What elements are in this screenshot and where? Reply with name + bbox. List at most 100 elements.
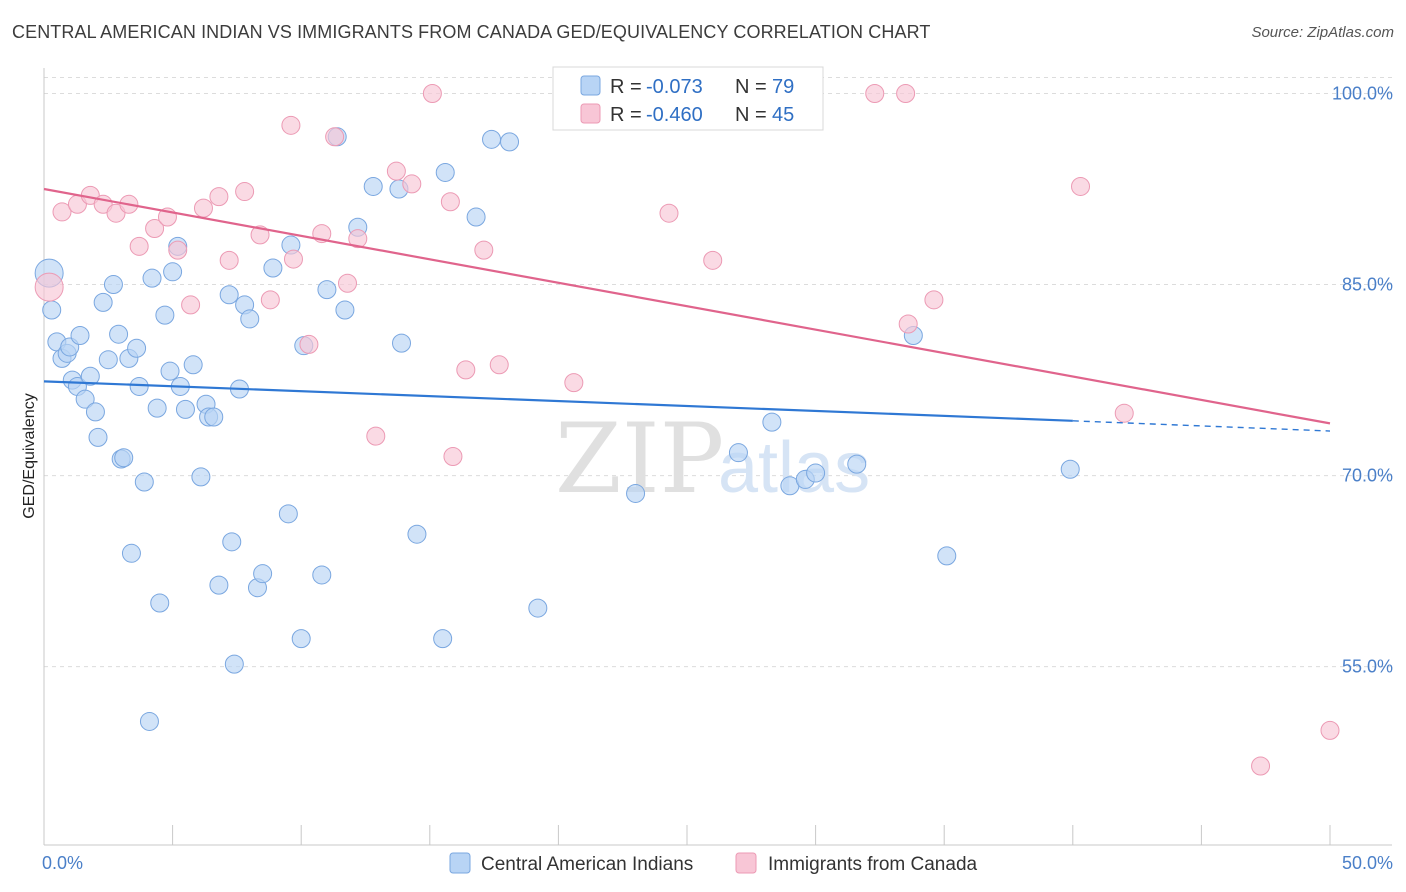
pink-point (1071, 176, 1091, 196)
pink-point (456, 360, 476, 380)
watermark: ZIP atlas (555, 403, 870, 515)
x-tick-label-min: 0.0% (42, 853, 83, 873)
blue-point (121, 543, 141, 563)
blue-point (392, 333, 412, 353)
pink-point (129, 236, 149, 256)
pink-point (386, 161, 406, 181)
legend-n-label-blue: N = (735, 76, 767, 98)
blue-point (127, 338, 147, 358)
blue-point (175, 399, 195, 419)
pink-point (703, 250, 723, 270)
blue-point (209, 575, 229, 595)
pink-point (440, 192, 460, 212)
blue-point (191, 467, 211, 487)
pink-point (52, 202, 72, 222)
series-immigrants-from-canada (34, 83, 1340, 776)
blue-point (466, 207, 486, 227)
legend-r-value-pink: -0.460 (646, 104, 703, 126)
pink-point (145, 218, 165, 238)
series-central-american-indians (34, 83, 1080, 731)
blue-point (204, 407, 224, 427)
blue-point (222, 532, 242, 552)
blue-point (407, 524, 427, 544)
pink-point (348, 229, 368, 249)
legend-n-label-pink: N = (735, 104, 767, 126)
blue-point (147, 398, 167, 418)
pink-point (168, 240, 188, 260)
bottom-legend-label-pink: Immigrants from Canada (768, 854, 978, 875)
blue-point (435, 162, 455, 182)
pink-point (443, 447, 463, 466)
blue-point (253, 564, 273, 584)
pink-point (193, 198, 213, 218)
pink-point (281, 115, 301, 135)
trend-line-pink (43, 187, 1331, 425)
blue-point (134, 472, 154, 492)
pink-point (865, 83, 885, 103)
pink-point (209, 187, 229, 207)
y-tick-label: 70.0% (1342, 466, 1393, 486)
blue-point (160, 361, 180, 381)
pink-point (474, 240, 494, 260)
blue-point (263, 258, 283, 278)
trend-layer (43, 187, 1331, 432)
x-tick-label-max: 50.0% (1342, 853, 1393, 873)
blue-point (626, 483, 646, 503)
blue-point (219, 285, 239, 305)
pink-point (181, 295, 201, 315)
pink-point (235, 182, 255, 202)
blue-point (482, 129, 502, 149)
pink-point (898, 314, 918, 334)
blue-point (240, 309, 260, 329)
blue-point (163, 262, 183, 282)
pink-point (325, 127, 345, 147)
legend-n-value-blue: 79 (772, 76, 794, 98)
blue-point (103, 275, 123, 295)
pink-point (1251, 756, 1271, 776)
series-legend: Central American Indians Immigrants from… (449, 852, 978, 875)
pink-point (219, 250, 239, 270)
legend-r-label-pink: R = (610, 104, 642, 126)
blue-point (937, 546, 957, 566)
bottom-legend-swatch-blue (449, 852, 471, 874)
blue-point (142, 268, 162, 288)
blue-point (762, 412, 782, 432)
pink-point (34, 272, 64, 302)
pink-point (402, 174, 422, 194)
blue-point (528, 598, 548, 618)
pink-point (564, 373, 584, 393)
blue-point (109, 324, 129, 344)
y-tick-label: 100.0% (1332, 83, 1393, 103)
pink-point (924, 290, 944, 310)
pink-point (896, 83, 916, 103)
grid-layer: 55.0% 70.0% 85.0% 100.0% (44, 76, 1393, 677)
pink-point (337, 273, 357, 293)
chart-source: Source: ZipAtlas.com (1251, 24, 1394, 41)
blue-point (114, 448, 134, 468)
legend-n-value-pink: 45 (772, 104, 794, 126)
blue-point (139, 711, 159, 731)
pink-point (659, 203, 679, 223)
blue-point (150, 593, 170, 613)
pink-point (250, 225, 270, 245)
bottom-legend-swatch-pink (735, 852, 757, 874)
blue-point (88, 427, 108, 447)
blue-point (312, 565, 332, 585)
pink-point (1114, 403, 1134, 423)
blue-point (363, 176, 383, 196)
legend-swatch-blue (580, 75, 601, 96)
blue-point (85, 402, 105, 422)
legend-r-label-blue: R = (610, 76, 642, 98)
blue-point (93, 292, 113, 312)
pink-point (366, 426, 386, 446)
blue-point (291, 629, 311, 649)
blue-point (75, 389, 95, 409)
trend-line-blue (43, 380, 1073, 422)
blue-point (80, 366, 100, 386)
blue-point (335, 300, 355, 320)
blue-point (847, 454, 867, 474)
y-tick-label: 55.0% (1342, 657, 1393, 677)
blue-point (728, 443, 748, 463)
chart-title: CENTRAL AMERICAN INDIAN VS IMMIGRANTS FR… (12, 22, 931, 42)
bottom-legend-label-blue: Central American Indians (481, 854, 693, 875)
